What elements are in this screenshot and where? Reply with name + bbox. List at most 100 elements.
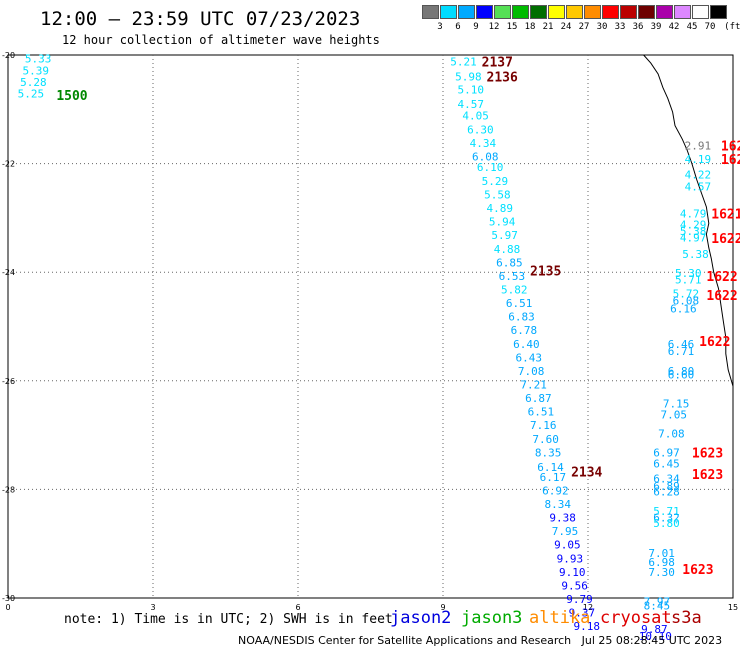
swh-value: 5.33 (25, 53, 51, 66)
y-tick-label: -28 (2, 485, 15, 494)
coastline (643, 54, 734, 398)
satellite-cryosat: cryosat (600, 608, 672, 628)
swh-value: 7.08 (518, 365, 545, 378)
pass-time-label: 2135 (530, 264, 561, 279)
swh-value: 6.10 (477, 161, 504, 174)
swh-value: 4.57 (685, 180, 712, 193)
swh-value: 4.19 (685, 153, 712, 166)
swh-value: 5.72 (673, 287, 700, 300)
swh-value: 6.53 (499, 270, 526, 283)
swh-value: 7.95 (552, 525, 579, 538)
swh-value: 5.82 (501, 283, 528, 296)
swh-value: 8.45 (644, 600, 671, 613)
legend-swatch (458, 5, 475, 19)
legend-label: 24 (560, 22, 572, 32)
swh-value: 6.83 (508, 311, 535, 324)
swh-value: 8.35 (535, 446, 562, 459)
legend-label: 30 (596, 22, 608, 32)
swh-value: 7.21 (520, 379, 547, 392)
swh-value: 5.71 (653, 505, 680, 518)
plot-frame (7, 54, 734, 599)
swh-value: 5.58 (484, 188, 511, 201)
swh-value: 6.34 (653, 472, 680, 485)
swh-value: 5.38 (680, 225, 707, 238)
y-tick-label: -26 (2, 377, 15, 386)
pass-time-label: 1622 (711, 232, 740, 247)
legend-label: 6 (455, 22, 461, 32)
swh-value: 8.34 (545, 498, 572, 511)
legend-swatch (638, 5, 655, 19)
swh-value: 6.08 (472, 150, 499, 163)
swh-value: 6.89 (653, 480, 680, 493)
swh-value: 5.10 (458, 84, 485, 97)
satellite-jason2: jason2 (390, 608, 452, 628)
swh-value: 4.97 (680, 231, 707, 244)
swh-value: 6.28 (653, 485, 680, 498)
swh-value: 6.78 (511, 324, 537, 337)
legend-label: 33 (614, 22, 626, 32)
legend-swatch (674, 5, 691, 19)
swh-value: 7.05 (661, 408, 688, 421)
swh-value: 4.79 (680, 207, 707, 220)
satellite-s3a: s3a (671, 608, 702, 628)
legend-swatch (620, 5, 637, 19)
pass-time-label: 1623 (682, 563, 713, 578)
swh-value: 6.71 (668, 345, 695, 358)
swh-value: 6.45 (653, 457, 680, 470)
swh-value: 9.38 (549, 512, 576, 525)
swh-value: 5.98 (455, 71, 482, 84)
swh-value: 5.25 (18, 87, 44, 100)
swh-value: 6.16 (670, 302, 697, 315)
legend-label: 15 (506, 22, 518, 32)
legend-swatch (530, 5, 547, 19)
y-tick-label: -24 (2, 268, 15, 277)
footnote: note: 1) Time is in UTC; 2) SWH is in fe… (64, 612, 393, 627)
legend-label: 45 (686, 22, 698, 32)
swh-value: 7.60 (532, 433, 559, 446)
swh-value: 6.80 (668, 365, 695, 378)
y-tick-label: -22 (2, 160, 15, 169)
pass-time-label: 1622 (699, 335, 730, 350)
swh-value: 9.10 (559, 566, 586, 579)
swh-value: 7.15 (663, 398, 690, 411)
legend-swatch (512, 5, 529, 19)
swh-value: 5.29 (482, 175, 509, 188)
pass-time-label: 1622 (706, 289, 737, 304)
swh-value: 6.51 (506, 297, 533, 310)
credit-line: NOAA/NESDIS Center for Satellite Applica… (238, 634, 723, 647)
swh-value: 6.30 (467, 123, 494, 136)
legend-swatch (710, 5, 727, 19)
satellite-jason3: jason3 (461, 608, 523, 628)
chart-title: 12:00 – 23:59 UTC 07/23/2023 (40, 8, 361, 30)
legend-swatch (440, 5, 457, 19)
swh-value: 5.28 (20, 76, 47, 89)
pass-time-label: 2134 (571, 465, 602, 480)
swh-value: 9.05 (554, 539, 581, 552)
x-tick-label: 0 (5, 603, 10, 612)
swh-value: 6.08 (673, 294, 700, 307)
legend-label: 12 (488, 22, 500, 32)
swh-value: 4.29 (680, 218, 707, 231)
y-tick-label: -30 (2, 594, 15, 603)
satellite-altika: altika (529, 608, 591, 628)
legend-swatch (548, 5, 565, 19)
y-tick-label: -20 (2, 51, 15, 60)
swh-value: 6.85 (496, 256, 522, 269)
swh-value: 6.92 (542, 484, 569, 497)
swh-value: 6.98 (648, 556, 675, 569)
legend-swatch (656, 5, 673, 19)
swh-value: 5.94 (489, 216, 516, 229)
swh-value: 7.01 (648, 547, 675, 560)
legend-swatch (566, 5, 583, 19)
swh-value: 6.51 (528, 406, 555, 419)
swh-value: 4.05 (462, 110, 489, 123)
pass-time-label: 1621 (711, 207, 740, 222)
swh-value: 5.39 (23, 65, 50, 78)
swh-value: 9.37 (569, 607, 596, 620)
swh-value: 6.32 (653, 512, 680, 525)
pass-time-label: 1623 (692, 446, 723, 461)
legend-label: 70 (704, 22, 716, 32)
pass-time-label: 1623 (692, 468, 723, 483)
legend-swatch (422, 5, 439, 19)
legend-label: 36 (632, 22, 644, 32)
